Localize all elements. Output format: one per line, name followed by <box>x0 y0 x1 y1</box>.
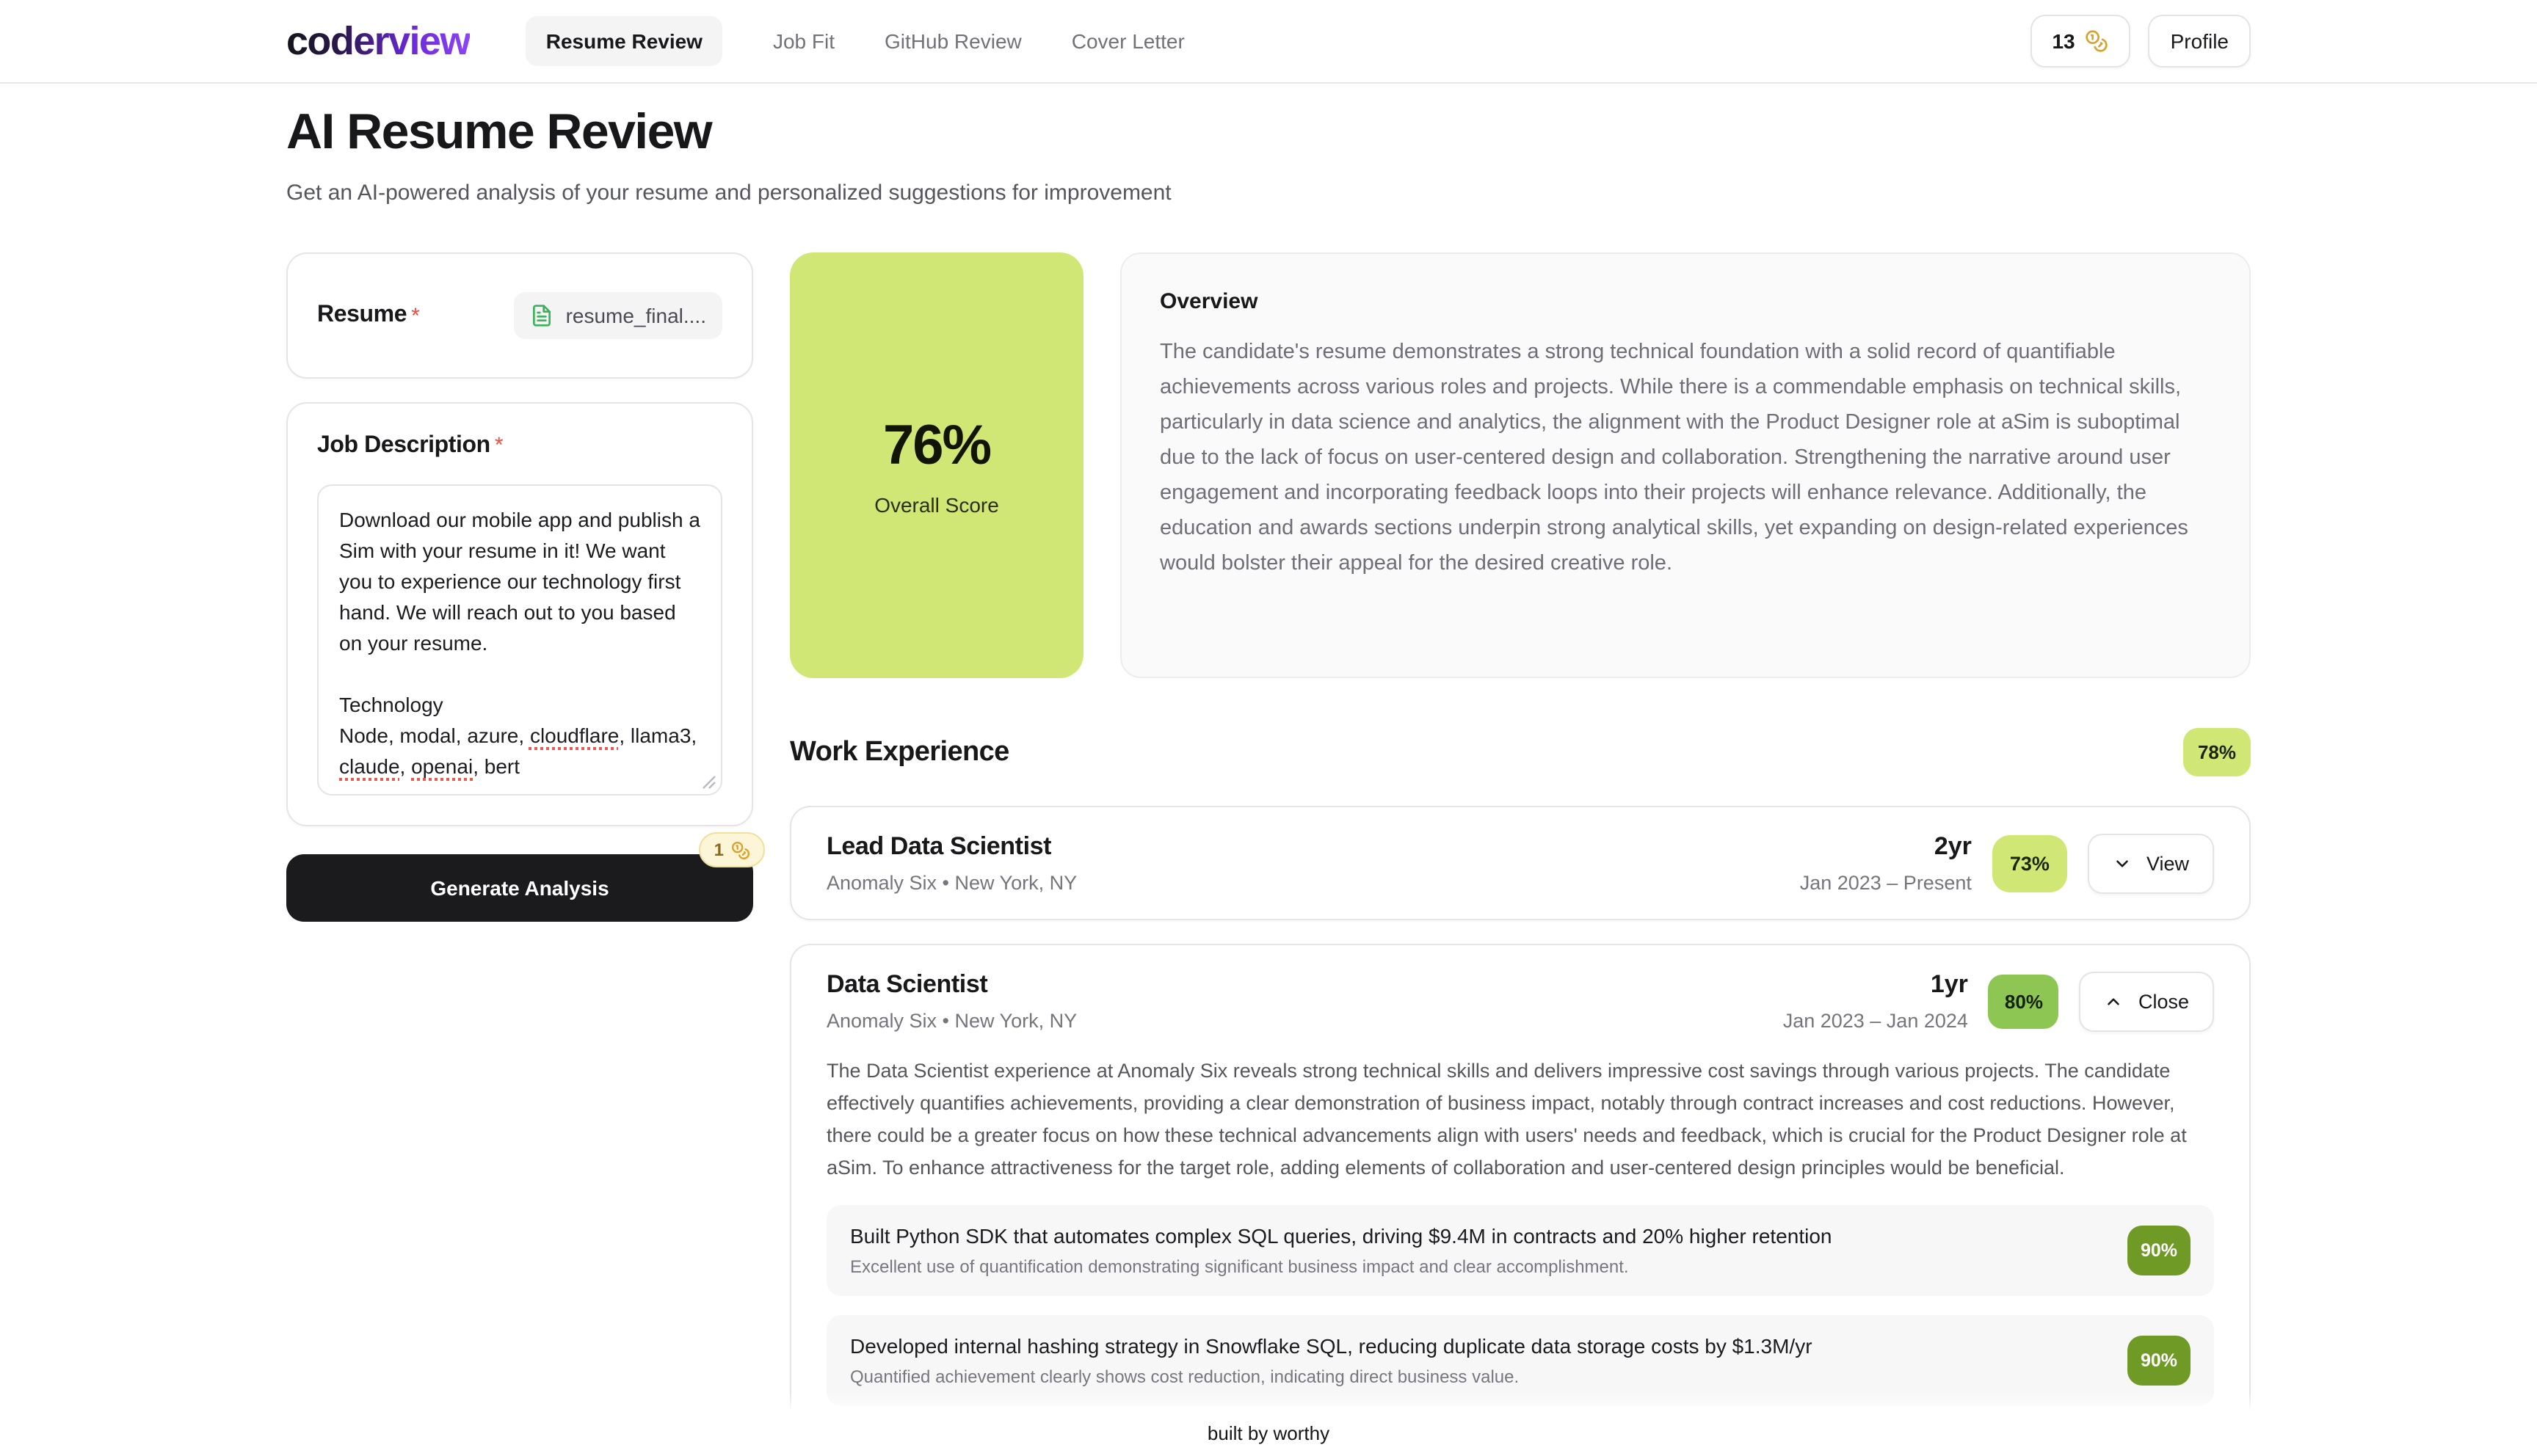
work-experience-header: Work Experience 78% <box>790 728 2251 776</box>
job-close-button[interactable]: Close <box>2079 971 2214 1031</box>
job-duration: 2yr <box>1934 832 1972 860</box>
job-card-lead-data-scientist: Lead Data Scientist Anomaly Six • New Yo… <box>790 806 2251 920</box>
credits-count: 13 <box>2052 29 2075 53</box>
generate-analysis-button[interactable]: Generate Analysis <box>286 854 753 922</box>
job-view-button[interactable]: View <box>2087 833 2214 893</box>
results-column: 76% Overall Score Overview The candidate… <box>790 252 2251 1442</box>
job-score-badge: 73% <box>1992 834 2067 892</box>
overview-body: The candidate's resume demonstrates a st… <box>1160 341 2188 576</box>
job-description-label: Job Description <box>317 433 490 458</box>
jd-paragraph: Download our mobile app and publish a Si… <box>339 508 700 655</box>
achievement-score-badge: 90% <box>2127 1335 2191 1385</box>
coins-icon <box>2086 30 2108 52</box>
overall-score-card: 76% Overall Score <box>790 252 1084 678</box>
footer-text: built by worthy <box>1207 1422 1330 1444</box>
profile-button[interactable]: Profile <box>2148 15 2251 68</box>
job-view-label: View <box>2146 852 2189 874</box>
job-description-textarea[interactable]: Download our mobile app and publish a Si… <box>317 484 722 796</box>
header-actions: 13 Profile <box>2030 15 2251 68</box>
chevron-down-icon <box>2116 859 2128 867</box>
job-dates: Jan 2023 – Jan 2024 <box>1782 1010 1968 1032</box>
job-description-card: Job Description * Download our mobile app… <box>286 402 753 826</box>
job-dates: Jan 2023 – Present <box>1799 872 1972 894</box>
chevron-up-icon <box>2108 997 2120 1005</box>
page-subtitle: Get an AI-powered analysis of your resum… <box>286 181 1172 205</box>
job-company: Anomaly Six • New York, NY <box>827 1010 1078 1032</box>
tab-resume-review[interactable]: Resume Review <box>525 16 723 66</box>
job-close-label: Close <box>2138 990 2189 1012</box>
tab-job-fit[interactable]: Job Fit <box>772 29 835 53</box>
job-identity: Lead Data Scientist Anomaly Six • New Yo… <box>827 832 1077 894</box>
input-column: Resume * resume_final.... Job Description… <box>286 252 765 922</box>
job-meta: 2yr Jan 2023 – Present <box>1800 832 1972 894</box>
top-nav: coderview Resume Review Job Fit GitHub R… <box>0 0 2537 84</box>
resize-handle-icon[interactable] <box>702 775 716 790</box>
job-title: Lead Data Scientist <box>827 832 1052 860</box>
credits-button[interactable]: 13 <box>2030 15 2131 68</box>
cost-count: 1 <box>714 840 724 860</box>
resume-card: Resume * resume_final.... <box>286 252 753 379</box>
overall-score-value: 76% <box>882 415 992 476</box>
file-text-icon <box>533 305 551 327</box>
achievement-note: Quantified achievement clearly shows cos… <box>850 1366 1520 1386</box>
overall-score-label: Overall Score <box>874 492 999 516</box>
work-experience-title: Work Experience <box>790 736 1009 767</box>
tab-github-review[interactable]: GitHub Review <box>885 29 1022 53</box>
job-score-badge: 80% <box>1988 974 2059 1028</box>
footer: built by worthy <box>0 1393 2537 1456</box>
jd-tech-line: Node, modal, azure, cloudflare, llama3, … <box>339 724 697 778</box>
achievement-score-badge: 90% <box>2127 1225 2191 1275</box>
achievement-text: Developed internal hashing strategy in S… <box>850 1333 1812 1357</box>
resume-file-name: resume_final.... <box>565 304 706 327</box>
nav-tabs: Resume Review Job Fit GitHub Review Cove… <box>525 16 1185 66</box>
job-meta: 1yr Jan 2023 – Jan 2024 <box>1783 970 1968 1032</box>
overview-title: Overview <box>1160 289 1258 314</box>
required-asterisk: * <box>411 303 420 328</box>
job-title: Data Scientist <box>827 970 988 998</box>
coins-icon <box>731 840 750 859</box>
required-asterisk: * <box>494 433 504 458</box>
achievement-row: Developed internal hashing strategy in S… <box>827 1314 2214 1405</box>
profile-label: Profile <box>2170 29 2229 53</box>
achievement-note: Excellent use of quantification demonstr… <box>850 1256 1629 1276</box>
job-identity: Data Scientist Anomaly Six • New York, N… <box>827 970 1077 1032</box>
job-company: Anomaly Six • New York, NY <box>827 872 1078 894</box>
brand-logo[interactable]: coderview <box>286 18 471 62</box>
tab-cover-letter[interactable]: Cover Letter <box>1071 29 1185 53</box>
work-experience-score-badge: 78% <box>2182 728 2251 776</box>
page-title: AI Resume Review <box>286 104 713 160</box>
generation-cost-badge: 1 <box>699 832 765 867</box>
jd-tech-title: Technology <box>339 693 443 716</box>
achievement-text: Built Python SDK that automates complex … <box>850 1223 1832 1247</box>
achievement-content: Built Python SDK that automates complex … <box>850 1223 1832 1276</box>
achievement-content: Developed internal hashing strategy in S… <box>850 1333 1812 1386</box>
job-card-data-scientist: Data Scientist Anomaly Six • New York, N… <box>790 944 2251 1442</box>
resume-label: Resume <box>317 302 407 327</box>
job-duration: 1yr <box>1930 970 1968 998</box>
resume-file-chip[interactable]: resume_final.... <box>514 292 722 339</box>
job-summary: The Data Scientist experience at Anomaly… <box>827 1060 2187 1179</box>
achievement-row: Built Python SDK that automates complex … <box>827 1204 2214 1295</box>
overview-panel: Overview The candidate's resume demonstr… <box>1120 252 2251 678</box>
